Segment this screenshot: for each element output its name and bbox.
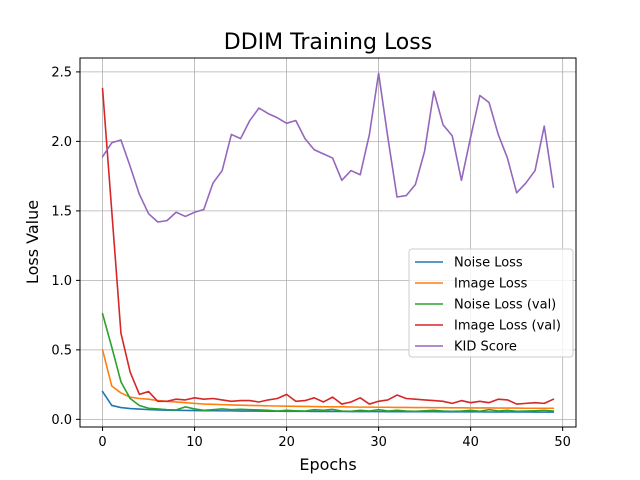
y-tick-label: 2.0 (51, 135, 72, 150)
y-tick-label: 1.5 (51, 204, 72, 219)
y-tick-label: 1.0 (51, 274, 72, 289)
y-tick-label: 0.0 (51, 413, 72, 428)
legend-label: Noise Loss (val) (454, 298, 556, 313)
y-tick-label: 2.5 (51, 65, 72, 80)
series-line-noise-loss-val (101, 312, 555, 413)
series-line-kid-score (101, 72, 555, 223)
series-line-image-loss (101, 349, 555, 410)
legend-box (408, 248, 574, 358)
y-axis-title: Loss Value (23, 200, 42, 284)
grid-lines (80, 58, 576, 427)
series-layer (101, 72, 555, 413)
x-tick-label: 10 (186, 435, 203, 450)
legend-label: Image Loss (val) (454, 319, 561, 334)
x-tick-label: 40 (462, 435, 479, 450)
series-line-image-loss-val (101, 87, 555, 405)
plot-frame (79, 57, 577, 428)
x-axis-title: Epochs (299, 455, 356, 474)
x-tick-label: 30 (370, 435, 387, 450)
y-tick-label: 0.5 (51, 343, 72, 358)
chart-title: DDIM Training Loss (224, 30, 432, 55)
legend: Noise Loss Image Loss Noise Loss (val) Imag… (408, 248, 574, 358)
x-tick-label: 50 (554, 435, 571, 450)
x-tick-label: 0 (98, 435, 106, 450)
legend-label: KID Score (454, 340, 517, 355)
x-tick-label: 20 (278, 435, 295, 450)
legend-label: Noise Loss (454, 256, 523, 271)
legend-label: Image Loss (454, 277, 528, 292)
axis-ticks: 0 10 20 30 40 50 0.0 0.5 1.0 1.5 2.0 2.5 (51, 65, 571, 450)
